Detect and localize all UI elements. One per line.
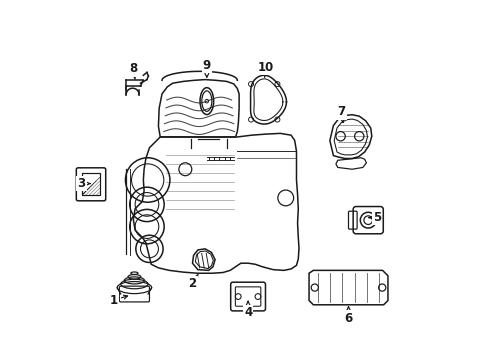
Text: 1: 1 [109, 294, 127, 307]
Text: 10: 10 [257, 60, 274, 77]
Text: 3: 3 [77, 177, 90, 190]
Text: 6: 6 [344, 307, 352, 325]
Text: 2: 2 [188, 274, 198, 291]
Text: 8: 8 [129, 62, 137, 79]
Text: 5: 5 [368, 211, 381, 224]
Text: 9: 9 [203, 59, 210, 77]
Text: 4: 4 [244, 301, 252, 319]
Text: 7: 7 [337, 105, 345, 122]
